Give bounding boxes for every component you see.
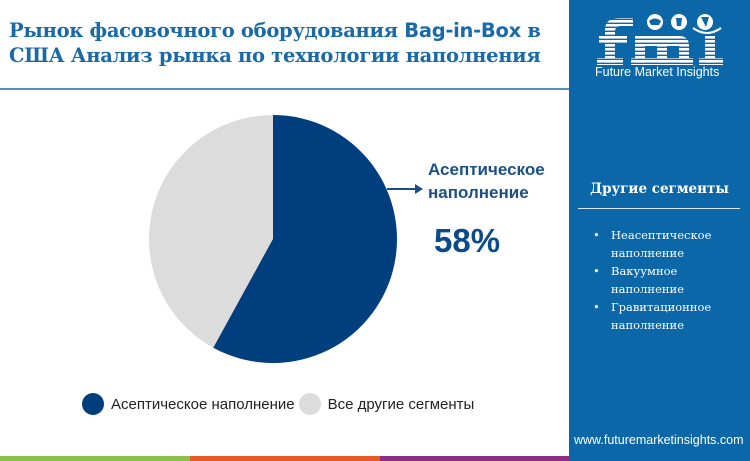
segment-item-line1: Вакуумное [611, 264, 678, 278]
footer-bar-orange [190, 456, 380, 461]
website-link[interactable]: www.futuremarketinsights.com [574, 433, 744, 447]
segment-item-line1: Неасептическое [611, 228, 712, 242]
legend-item-aseptic: Асептическое наполнение [82, 393, 295, 415]
legend-swatch-other [298, 393, 321, 415]
other-segments-title: Другие сегменты [590, 181, 729, 197]
callout-arrow-icon [387, 184, 423, 194]
title-brand: Bag-in-Box [404, 19, 521, 42]
pie-chart [149, 115, 397, 363]
footer-bar-purple [380, 456, 569, 461]
logo-subtitle: Future Market Insights [595, 65, 720, 79]
legend-item-other: Все другие сегменты [298, 393, 475, 415]
callout-label-line2: наполнение [428, 183, 529, 202]
footer-bar-green [0, 456, 190, 461]
pie-slice-aseptic [213, 115, 397, 363]
segment-item-line2: наполнение [611, 318, 685, 332]
title-part2: в США Анализ рынка по технологии наполне… [9, 19, 541, 67]
other-segments-list: Неасептическое наполнение Вакуумное напо… [593, 226, 711, 334]
sidebar-divider [578, 208, 740, 209]
fmi-logo-icon [597, 14, 723, 65]
segment-item: Гравитационное наполнение [593, 298, 711, 334]
page-title: Рынок фасовочного оборудования Bag-in-Bo… [9, 18, 564, 68]
segment-item: Неасептическое наполнение [593, 226, 711, 262]
segment-item-line2: наполнение [611, 246, 685, 260]
title-divider [0, 88, 569, 90]
callout-label-line1: Асептическое [428, 160, 545, 179]
legend-label-other: Все другие сегменты [327, 395, 475, 413]
legend-swatch-aseptic [82, 393, 104, 415]
callout-label: Асептическое наполнение [428, 158, 545, 204]
sidebar: Future Market Insights Другие сегменты Н… [569, 0, 750, 461]
legend-label-aseptic: Асептическое наполнение [111, 395, 295, 413]
segment-item-line2: наполнение [611, 282, 685, 296]
chart-legend: Асептическое наполнение Все другие сегме… [82, 393, 478, 415]
title-part1: Рынок фасовочного оборудования [9, 19, 405, 42]
segment-item-line1: Гравитационное [611, 300, 712, 314]
callout-value: 58% [434, 222, 501, 259]
segment-item: Вакуумное наполнение [593, 262, 711, 298]
